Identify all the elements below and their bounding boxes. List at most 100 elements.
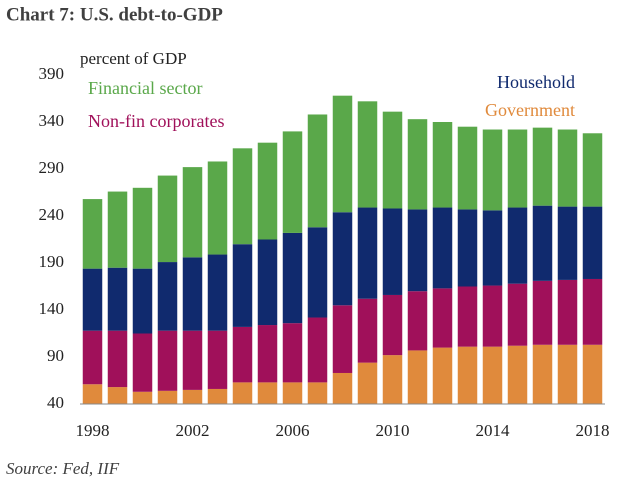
bar-segment xyxy=(107,387,128,404)
bar-segment xyxy=(432,207,453,289)
bar-segment xyxy=(182,330,203,390)
bar-segment xyxy=(282,323,303,383)
bar-segment xyxy=(107,330,128,388)
bar-segment xyxy=(457,209,478,287)
bar-segment xyxy=(532,205,553,281)
bar-segment xyxy=(82,268,103,331)
bar-segment xyxy=(157,330,178,391)
legend-label: Financial sector xyxy=(88,78,202,98)
bar-segment xyxy=(407,119,428,210)
x-tick-label: 1998 xyxy=(76,421,110,440)
bar-segment xyxy=(257,382,278,404)
bar-segment xyxy=(232,148,253,245)
bar-segment xyxy=(157,175,178,263)
bar-segment xyxy=(207,254,228,331)
bar-segment xyxy=(407,350,428,404)
bar-segment xyxy=(507,283,528,346)
x-tick-label: 2014 xyxy=(476,421,511,440)
bar-segment xyxy=(307,227,328,318)
legend-label: Non-fin corporates xyxy=(88,111,224,131)
bar-segment xyxy=(232,382,253,404)
bar-segment xyxy=(132,187,153,269)
bar-segment xyxy=(482,210,503,286)
source: Source: Fed, IIF xyxy=(6,459,120,478)
legend-label: Household xyxy=(497,72,575,92)
bar-segment xyxy=(432,347,453,404)
y-tick-label: 90 xyxy=(47,346,64,365)
bar-segment xyxy=(82,384,103,404)
bar-segment xyxy=(357,362,378,404)
y-tick-label: 240 xyxy=(39,205,65,224)
bar-segment xyxy=(307,114,328,228)
bar-segment xyxy=(457,126,478,210)
bar-segment xyxy=(257,239,278,326)
chart-title: Chart 7: U.S. debt-to-GDP xyxy=(6,4,223,25)
x-tick-label: 2018 xyxy=(576,421,610,440)
bar-segment xyxy=(107,191,128,268)
bar-segment xyxy=(557,279,578,345)
bar-segment xyxy=(532,127,553,206)
bar-segment xyxy=(357,207,378,299)
bar-segment xyxy=(282,131,303,233)
bar-segment xyxy=(332,372,353,404)
bar-segment xyxy=(382,111,403,209)
y-tick-label: 340 xyxy=(39,111,65,130)
bar-segment xyxy=(232,244,253,327)
y-tick-label: 190 xyxy=(39,252,65,271)
bar-segment xyxy=(382,355,403,404)
bar-segment xyxy=(307,317,328,383)
bar-segment xyxy=(107,267,128,331)
bar-segment xyxy=(432,288,453,348)
bar-segment xyxy=(457,346,478,404)
legend-label: Government xyxy=(485,100,575,120)
bar-segment xyxy=(582,206,603,279)
bar-segment xyxy=(382,208,403,295)
bar-segment xyxy=(582,133,603,207)
bar-segment xyxy=(507,207,528,284)
bar-segment xyxy=(582,344,603,404)
bar-segment xyxy=(507,345,528,404)
x-tick-label: 2002 xyxy=(176,421,210,440)
bar-segment xyxy=(182,167,203,258)
bar-segment xyxy=(357,101,378,208)
bar-segment xyxy=(207,388,228,404)
bar-segment xyxy=(132,333,153,392)
bar-segment xyxy=(307,382,328,404)
bar-segment xyxy=(232,326,253,383)
bar-segment xyxy=(482,285,503,347)
bar-segment xyxy=(357,298,378,363)
bar-segment xyxy=(157,390,178,404)
bar-segment xyxy=(457,286,478,347)
bar-segment xyxy=(132,268,153,334)
y-tick-label: 40 xyxy=(47,393,64,412)
bar-segment xyxy=(482,346,503,404)
bar-segment xyxy=(282,232,303,324)
bar-segment xyxy=(332,95,353,213)
bar-segment xyxy=(182,257,203,331)
bar-segment xyxy=(207,161,228,255)
bar-segment xyxy=(157,262,178,331)
y-tick-label: 390 xyxy=(39,64,65,83)
bar-segment xyxy=(532,280,553,345)
bar-segment xyxy=(82,199,103,269)
bar-segment xyxy=(382,294,403,356)
bar-segment xyxy=(332,212,353,306)
bar-segment xyxy=(207,330,228,389)
bar-segment xyxy=(282,382,303,404)
y-tick-label: 290 xyxy=(39,158,65,177)
bar-segment xyxy=(432,122,453,208)
bar-segment xyxy=(507,129,528,208)
bar-segment xyxy=(557,129,578,207)
bar-segment xyxy=(532,344,553,404)
bar-segment xyxy=(82,330,103,385)
bar-segment xyxy=(257,325,278,383)
x-tick-label: 2006 xyxy=(276,421,310,440)
bar-segment xyxy=(407,209,428,292)
x-tick-label: 2010 xyxy=(376,421,410,440)
bar-segment xyxy=(482,129,503,211)
bar-segment xyxy=(557,344,578,404)
y-axis-label: percent of GDP xyxy=(80,49,187,68)
y-tick-label: 140 xyxy=(39,299,65,318)
bar-segment xyxy=(557,206,578,280)
